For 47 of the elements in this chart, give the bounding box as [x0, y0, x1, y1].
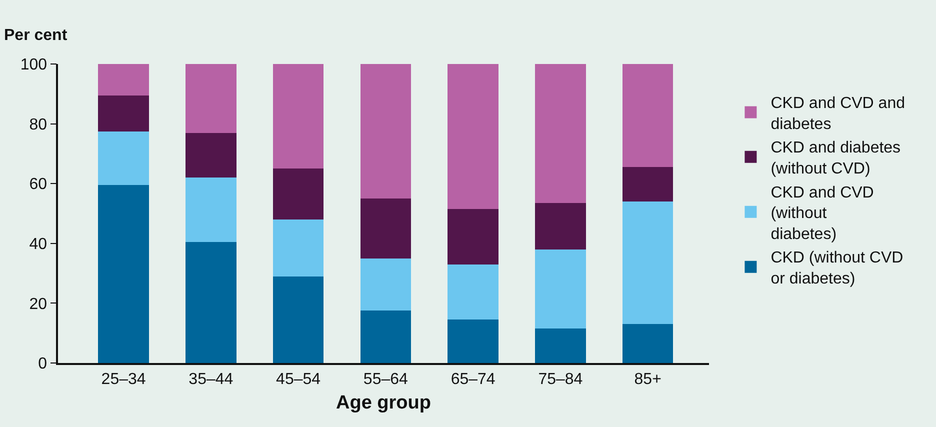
bar [98, 185, 149, 363]
bar [622, 324, 674, 363]
bar [360, 198, 412, 258]
bar [448, 209, 498, 264]
bar [186, 242, 236, 363]
x-tick-label: 65–74 [450, 370, 496, 388]
bar [98, 64, 149, 96]
bar [622, 167, 674, 202]
bar [186, 178, 236, 242]
y-tick-label: 80 [29, 116, 48, 134]
bar [272, 276, 324, 363]
bar [186, 132, 236, 178]
bar [622, 202, 674, 324]
bar [98, 95, 149, 132]
legend-label: CKD and CVD and diabetes [770, 95, 905, 133]
bar [360, 310, 412, 363]
bar [535, 64, 586, 204]
bar [272, 64, 324, 169]
y-tick-label: 100 [20, 56, 48, 74]
y-tick-label: 20 [29, 296, 48, 313]
x-tick-label: 75–84 [538, 370, 583, 388]
x-axis-title: Age group [336, 392, 431, 414]
y-tick-label: 0 [38, 356, 48, 373]
bar [535, 328, 586, 363]
bar [186, 64, 236, 133]
x-tick-label: 25–34 [101, 370, 146, 388]
bar [535, 203, 586, 250]
y-tick-label: 40 [29, 236, 48, 253]
legend-label: CKD and CVD (without diabetes) [770, 184, 874, 243]
legend-label: CKD (without CVD or diabetes) [770, 250, 904, 288]
bar [360, 258, 412, 311]
x-tick-label: 55–64 [363, 370, 408, 388]
y-axis-title: Per cent [4, 27, 68, 44]
bar [448, 320, 498, 363]
x-tick-label: 45–54 [276, 370, 321, 388]
legend-label: CKD and diabetes (without CVD) [770, 140, 901, 178]
bar [272, 168, 324, 220]
bar [98, 131, 149, 186]
y-tick-label: 60 [29, 176, 48, 194]
bar [360, 64, 412, 199]
bar [448, 64, 498, 210]
bar [535, 249, 586, 329]
bar [622, 64, 674, 168]
bar [448, 264, 498, 320]
bar [272, 219, 324, 276]
x-tick-label: 85+ [634, 370, 662, 388]
x-tick-label: 35–44 [188, 370, 234, 388]
